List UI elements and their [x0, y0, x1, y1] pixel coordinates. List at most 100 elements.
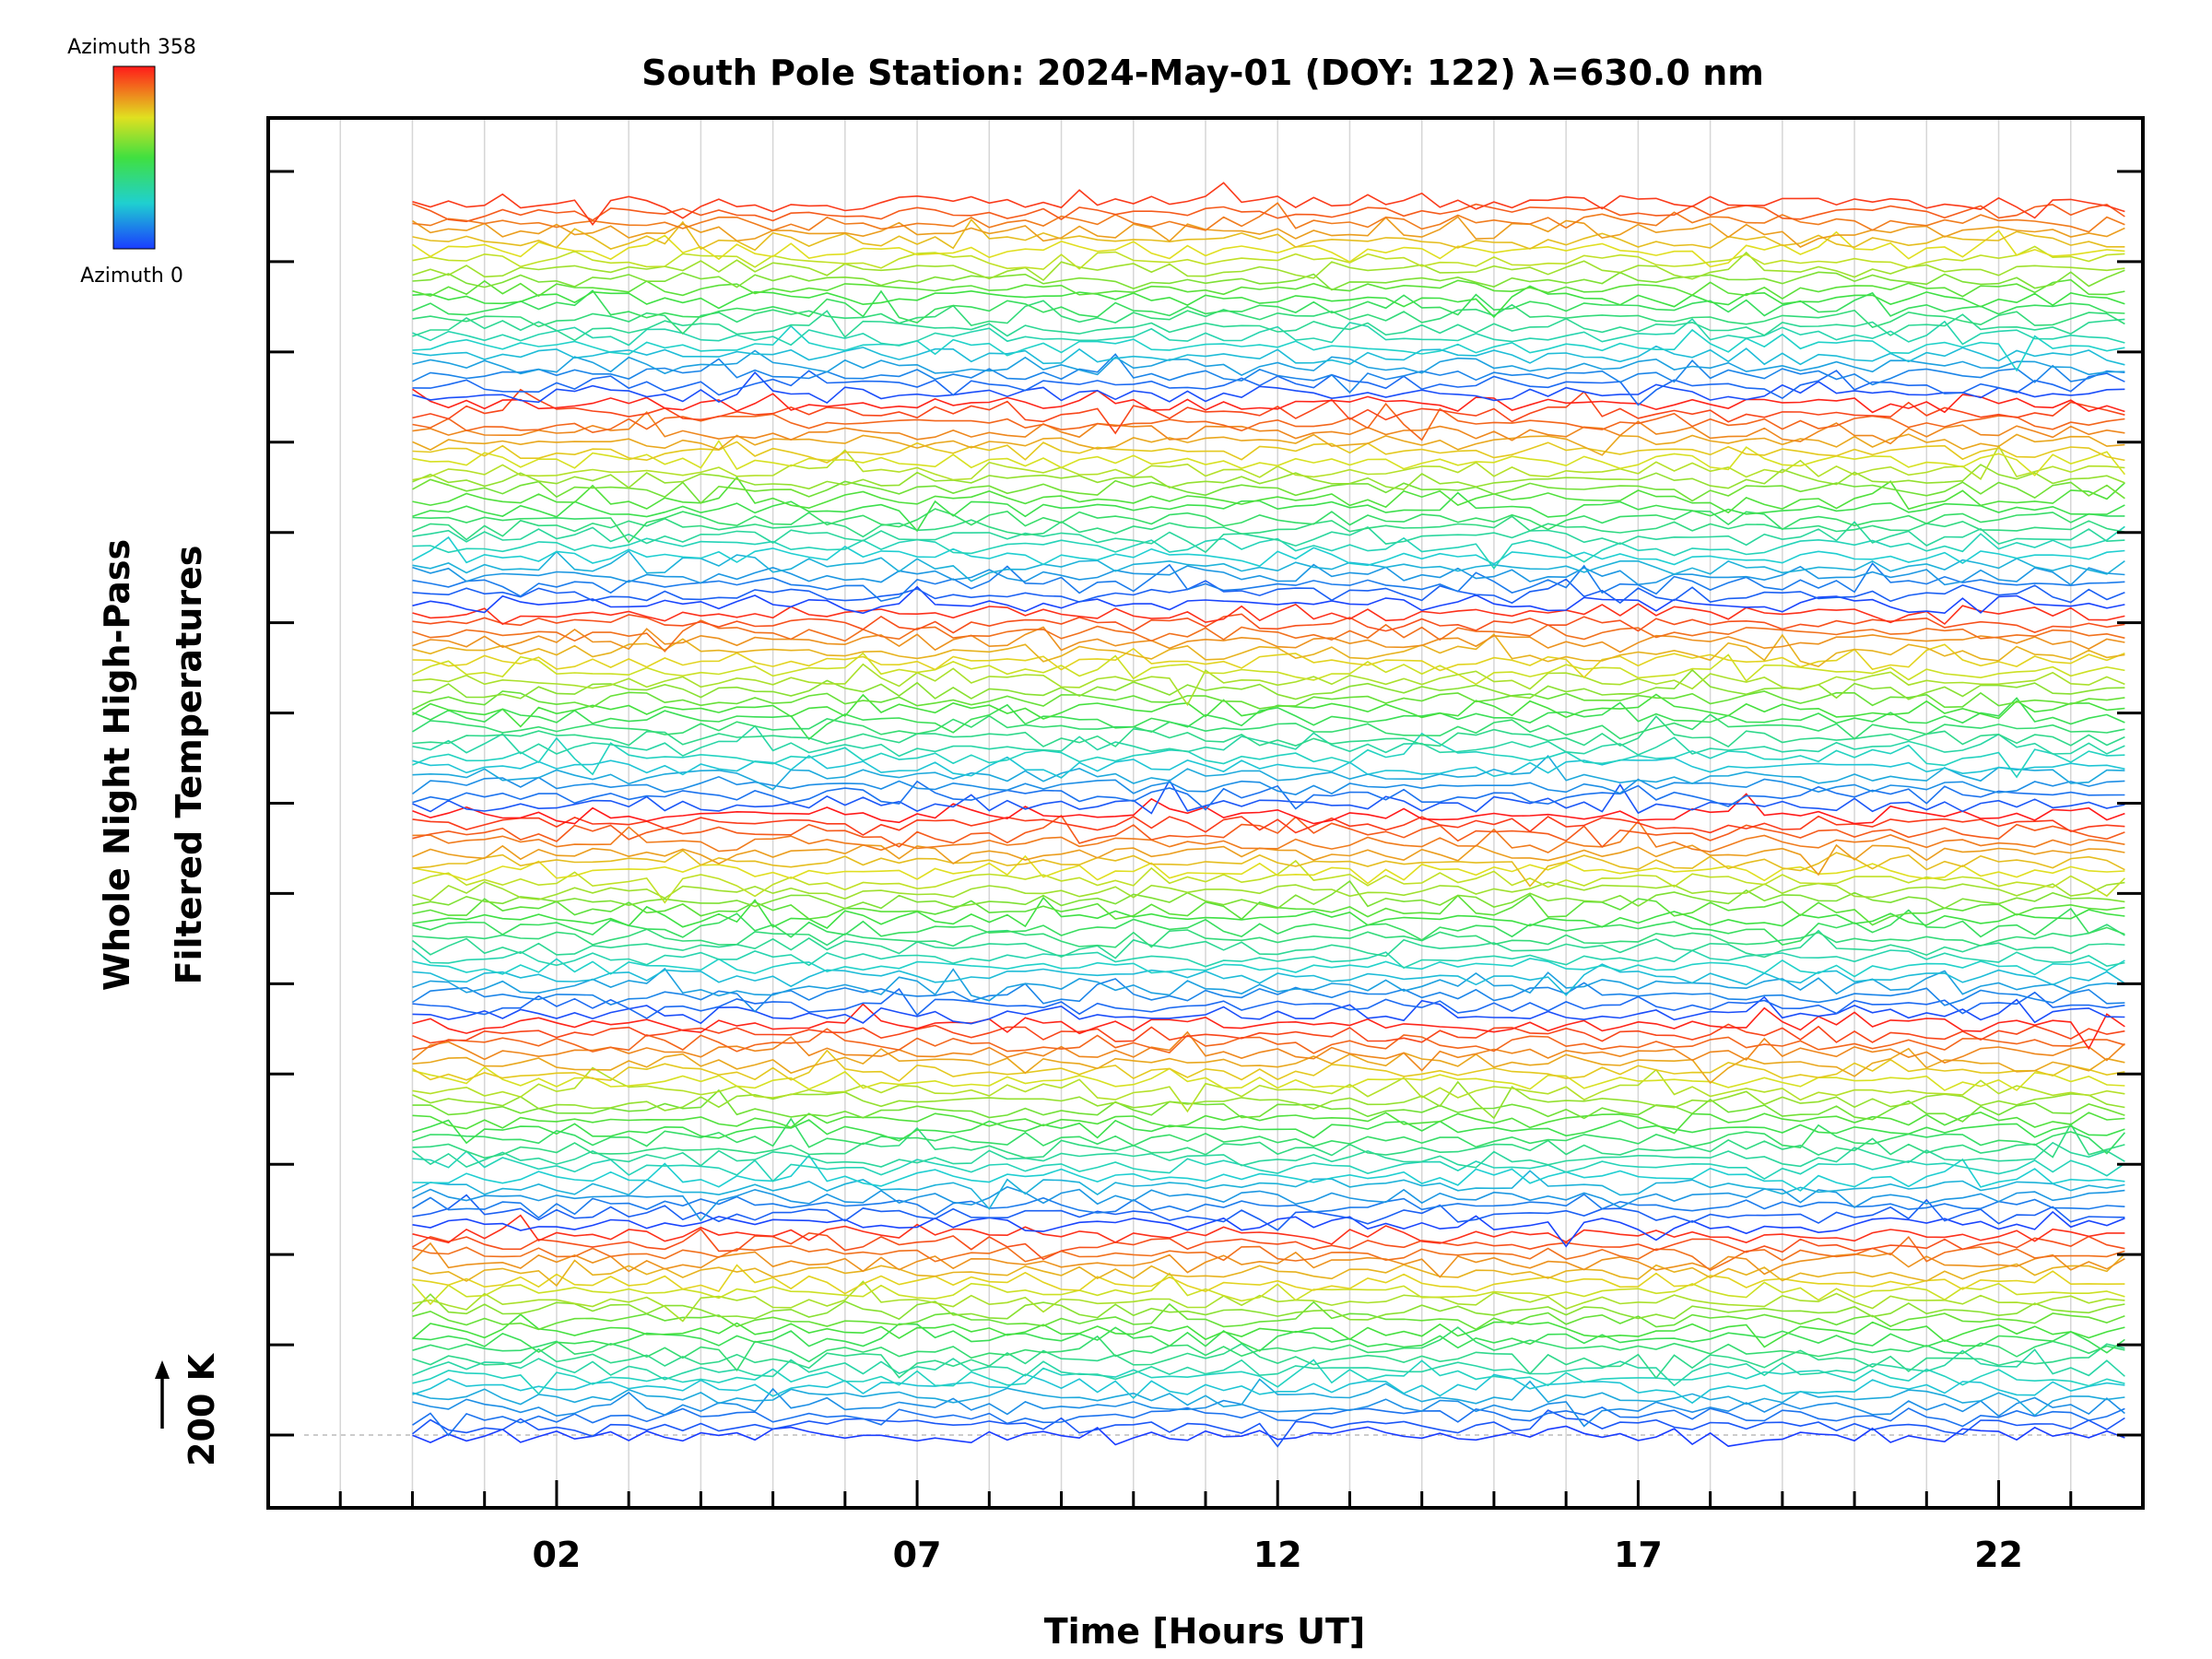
series-line-51: [412, 929, 2125, 959]
series-line-71: [412, 732, 2125, 779]
series-line-36: [412, 1066, 2125, 1113]
series-line-46: [412, 978, 2125, 1013]
series-line-126: [412, 216, 2125, 248]
series-line-18: [411, 1241, 2125, 1278]
x-tick-label-17: 17: [1614, 1535, 1663, 1575]
series-line-59: [412, 854, 2125, 885]
series-line-76: [412, 693, 2125, 728]
series-line-45: [412, 987, 2125, 1019]
legend-bottom-label: Azimuth 0: [80, 265, 183, 288]
series-line-123: [412, 245, 2125, 270]
series-line-56: [412, 879, 2125, 910]
series-line-60: [412, 849, 2125, 888]
series-line-26: [412, 1170, 2125, 1210]
series-line-2: [412, 1406, 2125, 1437]
series-line-39: [412, 1047, 2125, 1085]
x-tick-label-02: 02: [532, 1535, 581, 1575]
series-line-120: [412, 278, 2125, 300]
x-tick-label-07: 07: [893, 1535, 942, 1575]
series-line-13: [411, 1293, 2125, 1321]
series-line-102: [412, 439, 2126, 477]
series-line-90: [412, 563, 2125, 586]
series-line-12: [412, 1300, 2125, 1331]
vertical-gridlines: [339, 118, 2072, 1508]
series-line-33: [412, 1112, 2125, 1135]
series-line-5: [412, 1373, 2125, 1405]
chart-title: South Pole Station: 2024-May-01 (DOY: 12…: [641, 53, 1764, 93]
series-line-37: [412, 1065, 2125, 1091]
series-line-93: [412, 525, 2125, 570]
series-line-106: [412, 402, 2125, 441]
scale-marker: 200 K: [155, 1352, 222, 1466]
series-line-29: [412, 1141, 2125, 1169]
series-line-88: [412, 578, 2125, 605]
series-line-111: [412, 353, 2125, 394]
series-line-32: [412, 1119, 2125, 1145]
series-line-66: [412, 779, 2125, 815]
series-line-31: [412, 1117, 2126, 1155]
x-axis-label: Time [Hours UT]: [1044, 1611, 1366, 1652]
series-line-89: [412, 562, 2125, 602]
series-line-64: [412, 815, 2125, 836]
series-line-10: [412, 1323, 2125, 1354]
series-line-24: [412, 1193, 2125, 1219]
series-line-9: [412, 1326, 2125, 1372]
series-line-110: [412, 370, 2125, 406]
series-line-22: [412, 1210, 2125, 1248]
series-line-70: [412, 755, 2125, 779]
series-line-15: [411, 1272, 2125, 1306]
series-line-11: [411, 1313, 2125, 1348]
series-line-99: [412, 478, 2125, 505]
series-line-53: [412, 907, 2125, 946]
series-line-47: [412, 967, 2125, 1002]
legend-colorbar: [112, 65, 156, 250]
series-line-113: [412, 345, 2125, 366]
series-line-128: [412, 203, 2125, 223]
series-line-83: [412, 626, 2125, 653]
series-line-28: [412, 1150, 2125, 1182]
series-line-81: [412, 643, 2125, 679]
series-line-17: [412, 1253, 2125, 1288]
series-line-25: [412, 1185, 2125, 1222]
series-line-58: [412, 859, 2125, 904]
series-line-95: [412, 515, 2125, 541]
series-line-125: [412, 218, 2125, 252]
series-line-67: [412, 780, 2125, 811]
series-line-68: [412, 775, 2125, 795]
series-line-87: [412, 585, 2125, 615]
series-line-21: [412, 1214, 2125, 1245]
series-line-77: [412, 690, 2125, 711]
series-line-119: [412, 285, 2125, 319]
series-line-85: [412, 613, 2125, 634]
series-line-94: [412, 521, 2125, 554]
series-line-80: [412, 652, 2125, 686]
series-line-116: [412, 310, 2125, 342]
x-tick-labels: 02 07 12 17 22: [532, 1535, 2023, 1575]
series-line-101: [412, 444, 2125, 481]
series-line-23: [412, 1194, 2125, 1231]
series-line-69: [412, 754, 2125, 791]
series-line-43: [412, 1003, 2125, 1051]
series-line-38: [412, 1049, 2125, 1082]
series-line-54: [412, 896, 2125, 929]
series-line-7: [412, 1348, 2125, 1387]
scale-arrow-head: [155, 1360, 170, 1379]
y-axis-label-line2: Filtered Temperatures: [169, 546, 209, 985]
series-line-107: [412, 388, 2125, 435]
series-line-50: [412, 947, 2125, 970]
series-line-35: [412, 1080, 2125, 1120]
series-line-40: [411, 1030, 2125, 1072]
x-tick-label-22: 22: [1974, 1535, 2023, 1575]
series-line-19: [412, 1235, 2125, 1272]
series-line-73: [412, 715, 2125, 748]
series-line-117: [412, 300, 2125, 335]
series-line-104: [412, 433, 2125, 456]
series-line-63: [412, 814, 2125, 849]
series-line-112: [412, 349, 2125, 377]
series-line-1: [412, 1409, 2125, 1448]
series-line-34: [412, 1088, 2125, 1123]
series-line-8: [412, 1343, 2125, 1380]
temperature-traces: [411, 182, 2126, 1448]
series-line-114: [412, 324, 2125, 372]
